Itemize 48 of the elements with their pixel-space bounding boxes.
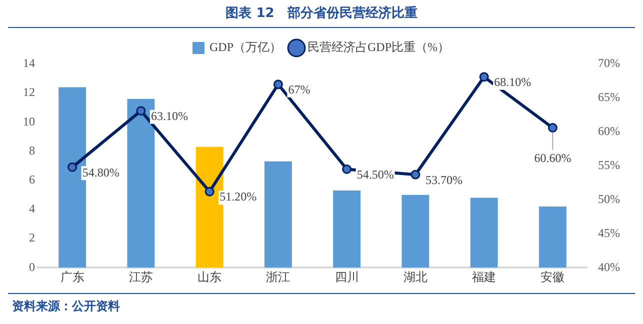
data-label: 54.80% xyxy=(82,165,120,180)
y-tick-label: 0 xyxy=(29,260,35,274)
y2-tick-label: 70% xyxy=(598,56,620,70)
x-tick-label: 广东 xyxy=(60,270,84,284)
data-label: 60.60% xyxy=(534,150,572,165)
bar xyxy=(470,198,498,268)
x-tick-label: 山东 xyxy=(198,270,222,284)
bar xyxy=(333,190,361,268)
legend-label: GDP（万亿） xyxy=(209,40,282,54)
x-tick-label: 江苏 xyxy=(128,270,153,284)
data-label: 54.50% xyxy=(356,167,394,182)
y-tick-label: 4 xyxy=(29,202,35,216)
text: 资料来源：公开资料 xyxy=(12,298,120,315)
bar xyxy=(538,206,566,268)
y-tick-label: 14 xyxy=(23,56,35,70)
y-tick-label: 6 xyxy=(29,172,35,186)
y2-tick-label: 55% xyxy=(598,158,620,172)
y2-tick-label: 45% xyxy=(598,226,620,240)
bar xyxy=(264,161,292,268)
point xyxy=(548,123,558,133)
x-tick-label: 湖北 xyxy=(403,270,428,284)
point xyxy=(68,162,78,172)
point xyxy=(204,186,214,196)
data-label: 68.10% xyxy=(494,75,532,90)
y2-tick-label: 50% xyxy=(598,192,620,206)
point xyxy=(479,72,489,82)
y-tick-label: 2 xyxy=(29,230,35,245)
x-tick-label: 安徽 xyxy=(540,270,565,284)
legend-label: 民营经济占GDP比重（%） xyxy=(308,40,450,54)
x-tick-label: 四川 xyxy=(334,270,359,284)
point xyxy=(136,106,146,116)
x-tick-label: 浙江 xyxy=(266,270,290,284)
y2-tick-label: 40% xyxy=(598,260,620,274)
data-label: 67% xyxy=(288,82,310,97)
data-label: 53.70% xyxy=(425,172,462,187)
point xyxy=(410,170,420,180)
data-label: 51.20% xyxy=(220,190,257,204)
data-label: 63.10% xyxy=(150,108,188,123)
point xyxy=(342,164,352,174)
y-tick-label: 12 xyxy=(23,85,35,100)
bar xyxy=(402,194,430,268)
y-tick-label: 8 xyxy=(29,143,35,158)
x-tick-label: 福建 xyxy=(472,270,496,284)
y-tick-label: 10 xyxy=(23,114,35,128)
y2-tick-label: 65% xyxy=(598,90,620,104)
y2-tick-label: 60% xyxy=(598,124,620,138)
point xyxy=(273,80,283,90)
chart-title: 图表 12 部分省份民营经济比重 xyxy=(224,4,418,22)
